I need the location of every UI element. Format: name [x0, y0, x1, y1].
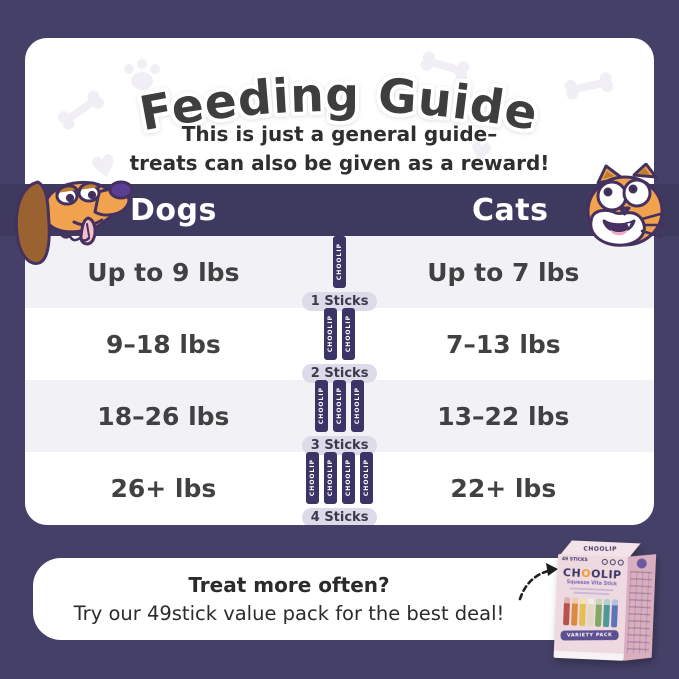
product-box-front-face: 49 STICKS CHOOLIP Squeeze Vita Stick VAR… — [553, 553, 629, 661]
product-sticks-count: 49 STICKS — [561, 557, 588, 564]
paw-watermark-icon — [121, 54, 163, 94]
variety-pack-banner: VARIETY PACK — [560, 630, 619, 641]
subtitle: This is just a general guide– treats can… — [25, 120, 654, 178]
arrow-icon — [512, 559, 568, 609]
treat-stick: CHOOLIP — [306, 451, 320, 504]
cat-illustration — [576, 162, 674, 253]
stick-group: CHOOLIP CHOOLIP CHOOLIP — [315, 379, 365, 432]
stick-group: CHOOLIP CHOOLIP CHOOLIP CHOOLIP — [306, 451, 374, 504]
cat-weight-label: 13–22 lbs — [437, 401, 570, 431]
page-title: Feeding Guide — [25, 44, 654, 148]
treat-stick: CHOOLIP — [342, 307, 356, 360]
product-brand: CHOOLIP — [562, 566, 622, 582]
dog-illustration — [4, 170, 138, 272]
treat-stick: CHOOLIP — [351, 379, 365, 432]
dog-weight-label: Up to 9 lbs — [87, 257, 240, 287]
stick-count-badge: 4 Sticks — [301, 507, 378, 525]
treat-stick: CHOOLIP — [333, 235, 347, 288]
table-row: 18–26 lbs CHOOLIP CHOOLIP CHOOLIP 3 Sticks… — [25, 379, 654, 455]
treat-stick: CHOOLIP — [324, 451, 338, 504]
product-sticks-art — [562, 597, 619, 628]
product-name: Squeeze Vita Stick — [566, 580, 618, 588]
product-certification-icons — [601, 558, 624, 566]
dog-weight-label: 9–18 lbs — [106, 329, 221, 359]
species-header-band: Dogs Cats — [0, 184, 679, 236]
dogs-column-header: Dogs — [130, 192, 217, 228]
subtitle-line-2: treats can also be given as a reward! — [129, 151, 550, 175]
treat-stick: CHOOLIP — [360, 451, 374, 504]
bone-watermark-icon — [415, 47, 475, 86]
treat-stick: CHOOLIP — [315, 379, 329, 432]
bone-watermark-icon — [51, 84, 111, 136]
table-row: Up to 9 lbs CHOOLIP 1 Sticks Up to 7 lbs — [25, 235, 654, 311]
stick-count-badge: 2 Sticks — [301, 363, 378, 383]
subtitle-line-1: This is just a general guide– — [181, 122, 498, 146]
dog-weight-label: 26+ lbs — [110, 473, 217, 503]
feeding-table: Up to 9 lbs CHOOLIP 1 Sticks Up to 7 lbs… — [25, 235, 654, 525]
product-box-side-face — [623, 553, 656, 662]
dog-weight-label: 18–26 lbs — [97, 401, 230, 431]
product-box-top-brand: CHOOLIP — [583, 545, 618, 553]
stick-group: CHOOLIP — [333, 235, 347, 288]
cat-weight-label: 22+ lbs — [450, 473, 557, 503]
treat-stick: CHOOLIP — [333, 379, 347, 432]
product-box: CHOOLIP 49 STICKS CHOOLIP Squeeze Vita S… — [553, 540, 658, 666]
promo-heading: Treat more often? — [188, 573, 390, 597]
cats-column-header: Cats — [472, 192, 549, 228]
table-row: 26+ lbs CHOOLIP CHOOLIP CHOOLIP CHOOLIP 4 S… — [25, 451, 654, 525]
stick-count-badge: 1 Sticks — [301, 291, 378, 311]
treat-stick: CHOOLIP — [324, 307, 338, 360]
treat-stick: CHOOLIP — [342, 451, 356, 504]
cat-weight-label: 7–13 lbs — [445, 329, 561, 359]
cat-weight-label: Up to 7 lbs — [427, 257, 580, 287]
stick-group: CHOOLIP CHOOLIP — [324, 307, 356, 360]
stick-count-badge: 3 Sticks — [301, 435, 378, 455]
bone-watermark-icon — [559, 68, 619, 103]
promo-message: Try our 49stick value pack for the best … — [73, 602, 505, 625]
feeding-guide-card: ♥ ♥ ♥ Feeding Guide This is just a gener… — [25, 38, 654, 525]
table-row: 9–18 lbs CHOOLIP CHOOLIP 2 Sticks 7–13 lb… — [25, 307, 654, 383]
